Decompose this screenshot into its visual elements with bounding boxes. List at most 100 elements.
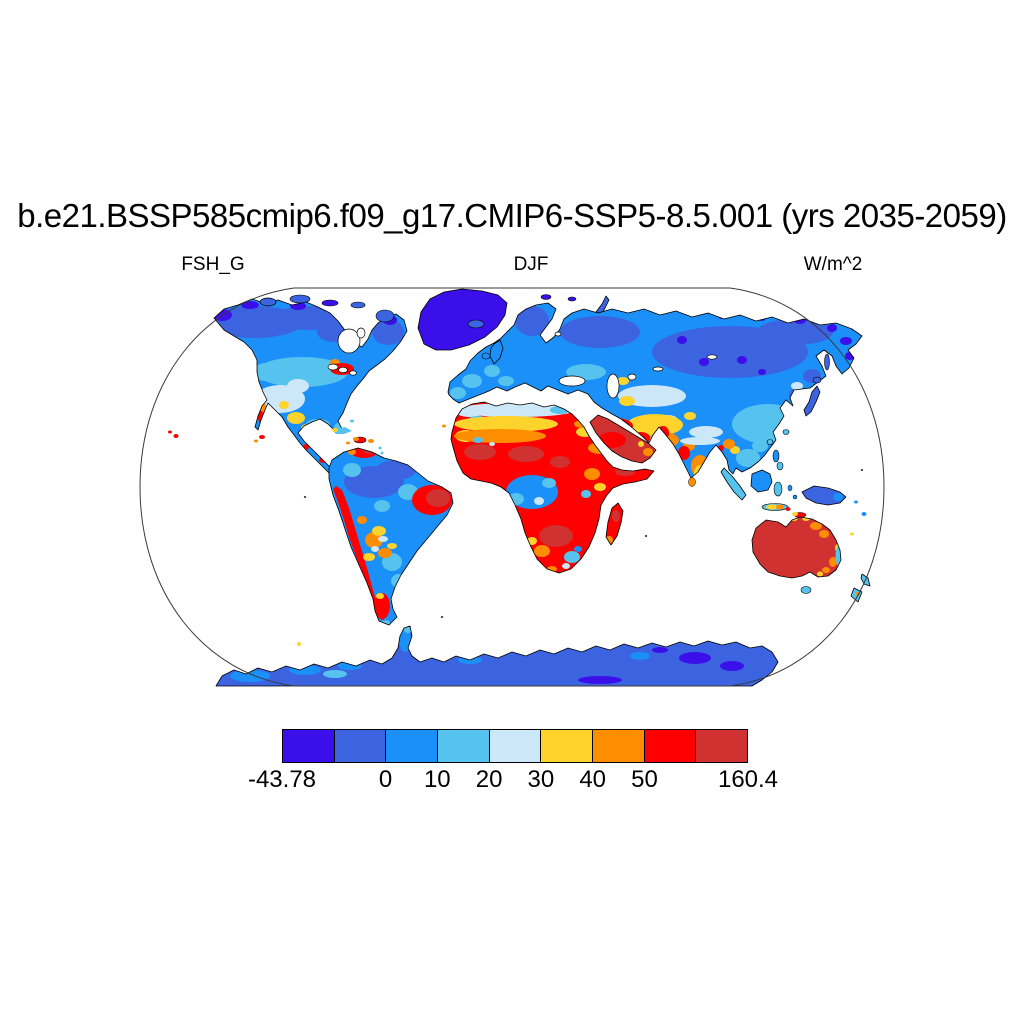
colorbar-tick-label: 0: [378, 766, 393, 793]
heat-patch: [822, 567, 830, 573]
hudson-bay: [337, 328, 361, 354]
philippines: [772, 449, 780, 463]
colorbar-cell: [385, 729, 439, 763]
heat-patch: [287, 379, 309, 393]
sulawesi: [773, 481, 783, 497]
heat-patch: [263, 423, 269, 431]
heat-patch: [426, 489, 450, 507]
sri-lanka: [688, 477, 696, 487]
heat-patch: [399, 628, 411, 652]
heat-patch: [454, 416, 558, 432]
heat-patch: [374, 593, 390, 619]
heat-patch: [508, 446, 544, 462]
ocean-islands: [168, 424, 864, 646]
heat-patch: [306, 419, 330, 429]
heat-patch: [840, 337, 852, 345]
heat-patch: [378, 548, 392, 558]
heat-patch: [643, 448, 653, 456]
heat-patch: [578, 676, 622, 684]
baffin-island: [375, 309, 395, 323]
heat-patch: [574, 420, 590, 428]
region-caribbean: [332, 419, 384, 455]
hawaii: [259, 435, 265, 439]
south-atlantic-island: [297, 642, 301, 646]
heat-patch: [508, 493, 524, 505]
heat-patch: [752, 440, 768, 452]
region-maritime-continent: [720, 467, 867, 536]
heat-patch: [618, 385, 686, 407]
colorbar: [282, 729, 749, 763]
cuba: [332, 427, 352, 434]
region-east-asia-islands: [766, 353, 830, 471]
colorbar-cell: [333, 729, 387, 763]
heat-patch: [378, 536, 388, 542]
colorbar-tick-label: 40: [579, 766, 607, 793]
contour-patches: [230, 627, 744, 684]
colorbar-tick-label: 10: [423, 766, 451, 793]
colorbar-labels: -43.78 0 10 20 30 40 50 160.4: [248, 766, 778, 796]
moluccas: [792, 494, 798, 500]
arctic-island: [259, 297, 277, 307]
heat-patch: [473, 437, 483, 443]
heat-patch: [678, 446, 690, 460]
arctic-island: [289, 294, 311, 304]
heat-patch: [372, 526, 386, 536]
heat-patch: [456, 407, 484, 417]
heat-patch: [736, 449, 760, 467]
colorbar-cell: [643, 729, 697, 763]
heat-patch: [357, 516, 367, 524]
lake-ladoga: [554, 331, 562, 337]
heat-patch: [376, 460, 416, 480]
moluccas: [787, 484, 793, 492]
arctic-island: [350, 301, 366, 309]
heat-patch: [627, 414, 683, 436]
philippines: [776, 461, 784, 471]
heat-patch: [594, 483, 606, 491]
aral-sea: [627, 373, 637, 381]
himalaya-strip: [680, 437, 720, 445]
andes-red-stripe: [333, 486, 385, 621]
islet-dot: [644, 535, 648, 537]
heat-patch: [391, 574, 407, 588]
pacific-island: [168, 430, 172, 434]
tasmania: [800, 586, 812, 594]
heat-patch: [737, 356, 747, 364]
heat-patch: [564, 551, 580, 563]
heat-patch: [560, 316, 640, 348]
colorbar-tick-label: 160.4: [717, 766, 779, 793]
japan-honshu: [804, 386, 820, 416]
heat-patch: [833, 493, 843, 501]
heat-patch: [332, 428, 338, 432]
heat-patch: [279, 401, 289, 409]
heat-patch: [323, 670, 347, 678]
colorbar-tick-label: 50: [631, 766, 658, 793]
pacific-island: [173, 434, 179, 438]
heat-patch: [827, 324, 837, 332]
caspian-sea: [606, 373, 620, 399]
heat-patch: [462, 374, 482, 388]
region-africa: [450, 401, 655, 574]
islet-dot: [860, 469, 864, 471]
heat-patch: [835, 546, 841, 566]
lesser-antilles: [380, 451, 384, 455]
heat-patch: [652, 647, 668, 653]
solomons: [854, 500, 858, 504]
heat-patch: [829, 557, 837, 567]
colorbar-cell: [592, 729, 645, 763]
plot-title: b.e21.BSSP585cmip6.f09_g17.CMIP6-SSP5-8.…: [17, 197, 1007, 234]
heat-patch: [287, 412, 305, 424]
heat-patch: [515, 306, 549, 336]
region-madagascar: [605, 502, 624, 546]
heat-patch: [450, 387, 466, 399]
heat-patch: [598, 432, 626, 448]
heat-patch: [454, 429, 546, 443]
heat-patch: [230, 670, 270, 682]
heat-patch: [387, 543, 397, 549]
heat-patch: [684, 412, 696, 420]
heat-patch: [316, 445, 324, 451]
heat-patch: [778, 517, 786, 523]
heat-patch: [550, 456, 570, 468]
great-lake: [327, 363, 339, 371]
